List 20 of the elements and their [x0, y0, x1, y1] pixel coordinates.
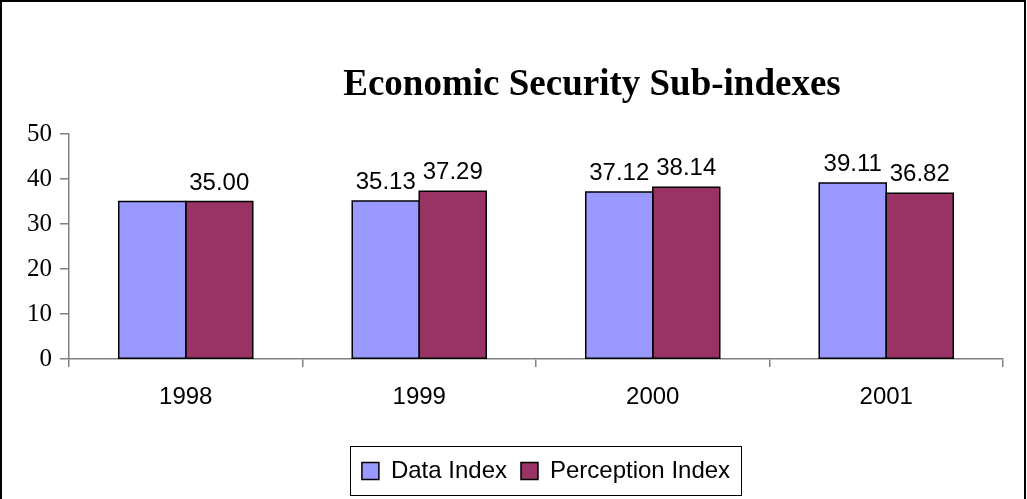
data-label: 35.00 — [189, 167, 250, 195]
data-label: 37.29 — [422, 157, 483, 185]
data-label: 39.11 — [823, 149, 882, 177]
y-tick-label: 0 — [39, 343, 52, 371]
data-label: 37.12 — [589, 157, 650, 185]
legend-label: Perception Index — [549, 455, 731, 483]
y-tick-label: 40 — [27, 163, 52, 191]
y-tick-label: 20 — [27, 253, 52, 281]
y-tick-label: 30 — [27, 208, 52, 236]
y-tick-label: 50 — [27, 118, 52, 146]
chart-title: Economic Security Sub-indexes — [343, 62, 841, 103]
x-tick-label: 2001 — [859, 382, 913, 410]
y-tick-label: 10 — [27, 298, 52, 326]
x-tick-label: 1999 — [392, 382, 446, 410]
x-tick-label: 1998 — [159, 382, 213, 410]
data-label: 36.82 — [889, 159, 950, 187]
data-label: 35.13 — [355, 166, 416, 194]
data-label: 38.14 — [656, 153, 717, 181]
legend-label: Data Index — [390, 455, 507, 483]
x-tick-label: 2000 — [626, 382, 680, 410]
